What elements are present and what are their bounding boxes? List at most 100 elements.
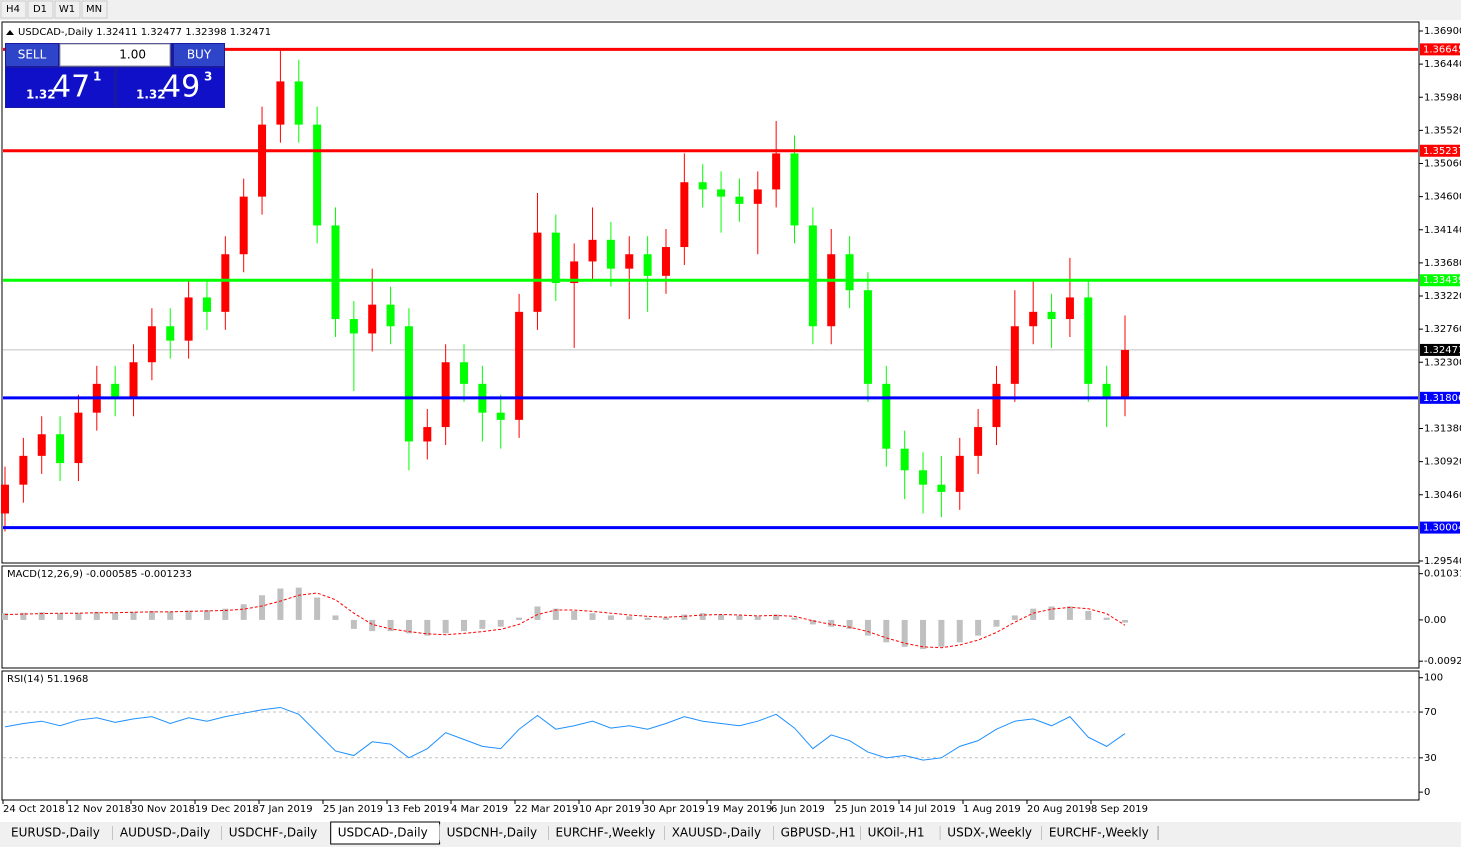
candle-body — [533, 232, 542, 312]
timeframe-label: H4 — [6, 4, 20, 15]
macd-bar — [259, 595, 266, 620]
candle-body — [625, 254, 634, 269]
x-tick-label: 25 Jun 2019 — [835, 804, 895, 815]
lots-input[interactable] — [59, 43, 171, 67]
macd-bar — [864, 619, 871, 636]
macd-bar — [571, 610, 578, 620]
timeframe-button[interactable] — [27, 0, 54, 19]
x-tick-label: 12 Nov 2018 — [67, 804, 131, 815]
tab[interactable] — [439, 824, 549, 842]
candle-body — [19, 455, 28, 485]
y-tick-label: -0.009203 — [1424, 656, 1461, 667]
level-label: 1.33439 — [1423, 275, 1461, 286]
macd-bar — [314, 597, 321, 620]
macd-bar — [167, 611, 174, 620]
x-tick-label: 24 Oct 2018 — [3, 804, 65, 815]
collapse-icon — [6, 30, 14, 35]
ask-box[interactable] — [117, 68, 224, 107]
tab[interactable] — [940, 824, 1042, 842]
macd-bar — [442, 619, 449, 634]
candle-body — [1029, 311, 1038, 327]
x-tick-label: 25 Jan 2019 — [323, 804, 383, 815]
level-tag — [1420, 144, 1460, 157]
candle-body — [1, 484, 9, 514]
x-tick-label: 10 Apr 2019 — [579, 804, 641, 815]
x-tick-label: 6 Jun 2019 — [771, 804, 825, 815]
candle-body — [808, 225, 817, 327]
x-tick-label: 30 Apr 2019 — [643, 804, 705, 815]
bid-box[interactable] — [6, 68, 114, 107]
x-tick-label: 19 May 2019 — [707, 804, 772, 815]
current-price-tag — [1420, 343, 1460, 356]
macd-bar — [791, 617, 798, 620]
candle-body — [1010, 326, 1019, 384]
tab[interactable] — [4, 824, 113, 842]
macd-bar — [1103, 617, 1110, 620]
y-tick-label: 1.33680 — [1424, 258, 1461, 269]
candle-body — [404, 326, 413, 442]
timeframe-label: D1 — [33, 4, 47, 15]
candle-body — [441, 362, 450, 428]
candle-body — [202, 297, 211, 312]
candle-body — [368, 304, 377, 334]
timeframe-button[interactable] — [81, 0, 108, 19]
candle-body — [74, 412, 83, 464]
y-tick-label: 1.36440 — [1424, 59, 1461, 70]
tab[interactable] — [221, 824, 331, 842]
y-tick-label: 1.33220 — [1424, 291, 1461, 302]
macd-bar — [773, 614, 780, 620]
candle-body — [1065, 297, 1074, 320]
rsi-line — [4, 706, 1126, 761]
timeframe-label: W1 — [59, 4, 75, 15]
tab[interactable] — [773, 824, 861, 842]
macd-bar — [975, 619, 982, 636]
macd-bar — [718, 614, 725, 620]
candle-body — [239, 196, 248, 255]
x-tick-label: 30 Nov 2018 — [131, 804, 195, 815]
macd-bar — [938, 619, 945, 647]
macd-bar — [112, 612, 119, 620]
tab-label: USDCNH-,Daily — [447, 826, 538, 840]
tab-label: USDX-,Weekly — [947, 826, 1032, 840]
y-tick-label: 1.35060 — [1424, 159, 1461, 170]
tab[interactable] — [112, 824, 222, 842]
candle-body — [643, 254, 652, 276]
timeframe-button[interactable] — [0, 0, 27, 19]
macd-bar — [534, 606, 541, 620]
macd-bar — [57, 613, 64, 620]
macd-bar — [1122, 619, 1128, 623]
chart-header: USDCAD-,Daily 1.32411 1.32477 1.32398 1.… — [18, 27, 271, 38]
candle-body — [551, 232, 560, 284]
candle-body — [753, 189, 762, 204]
sell-button[interactable] — [6, 44, 58, 66]
buy-button[interactable] — [174, 44, 224, 66]
tab[interactable] — [1041, 824, 1159, 842]
macd-bar — [93, 611, 100, 620]
x-tick-label: 20 Aug 2019 — [1027, 804, 1091, 815]
macd-bar — [589, 613, 596, 620]
macd-bar — [20, 612, 27, 620]
candle-body — [1121, 350, 1129, 399]
macd-bar — [920, 619, 927, 650]
macd-bar — [240, 604, 247, 620]
tab-label: USDCAD-,Daily — [338, 826, 428, 840]
macd-bar — [2, 613, 8, 620]
ask-pips: 49 — [162, 70, 200, 105]
macd-bar — [809, 619, 816, 625]
tab-label: UKOil-,H1 — [868, 826, 925, 840]
macd-bar — [461, 619, 468, 632]
tab[interactable] — [860, 824, 941, 842]
tab[interactable] — [664, 824, 774, 842]
candle-body — [111, 383, 120, 399]
tab[interactable] — [548, 824, 665, 842]
timeframe-button[interactable] — [54, 0, 81, 19]
candle-body — [349, 319, 358, 334]
macd-label: MACD(12,26,9) -0.000585 -0.001233 — [7, 569, 192, 580]
level-label: 1.36645 — [1423, 44, 1461, 55]
candle-body — [698, 182, 707, 190]
current-price-label: 1.32471 — [1423, 345, 1461, 356]
main-frame — [1, 21, 1420, 564]
macd-bar — [424, 619, 431, 636]
